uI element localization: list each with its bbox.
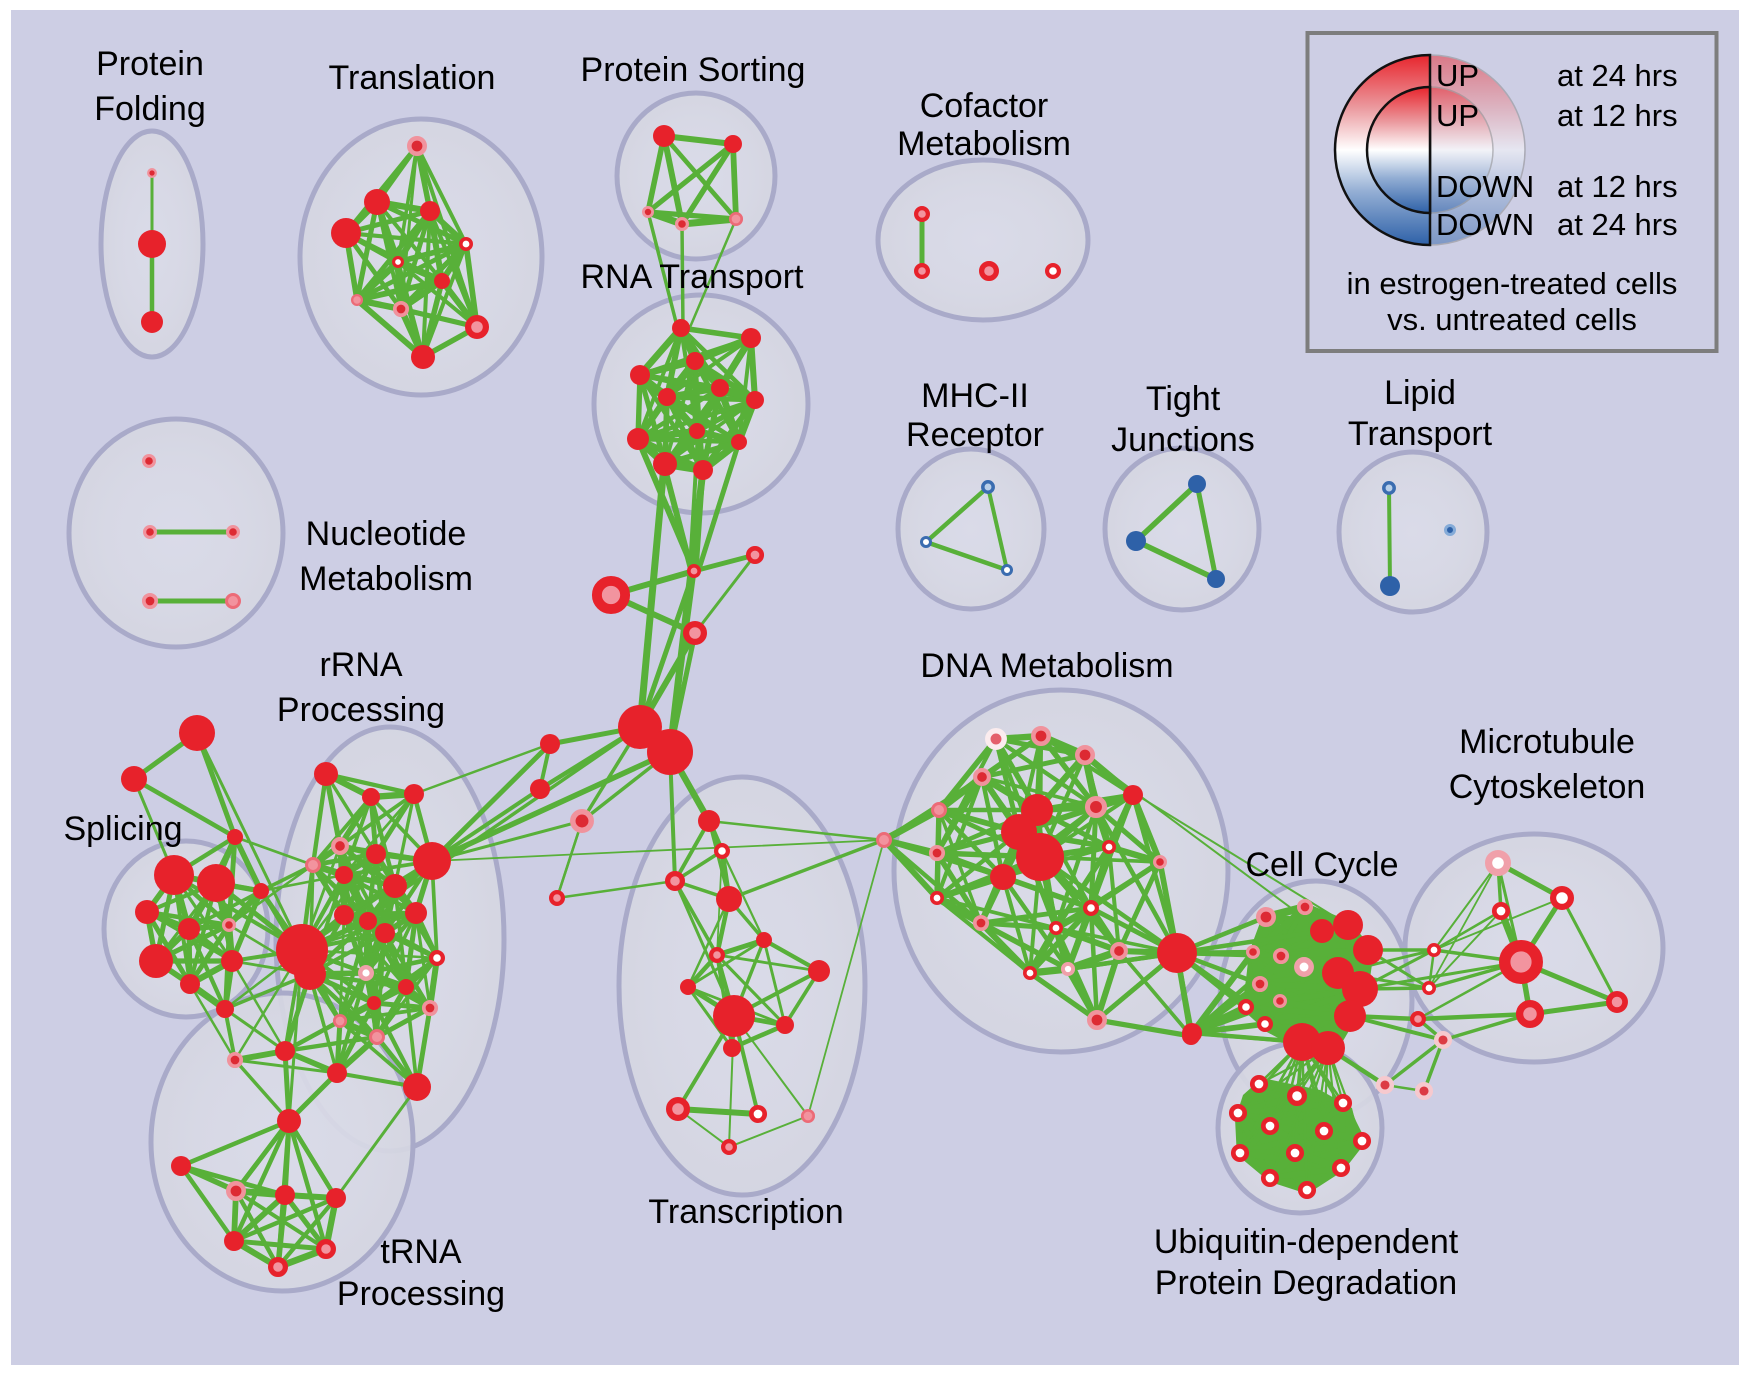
svg-text:Processing: Processing [277,691,445,729]
svg-text:UP: UP [1436,58,1479,93]
svg-text:Nucleotide: Nucleotide [306,515,467,553]
svg-text:RNA Transport: RNA Transport [581,258,805,296]
svg-text:at 12 hrs: at 12 hrs [1557,169,1678,204]
svg-text:Folding: Folding [94,90,206,128]
svg-text:Transport: Transport [1348,415,1493,453]
svg-text:DOWN: DOWN [1436,207,1534,242]
svg-text:Cofactor: Cofactor [920,87,1049,125]
svg-text:rRNA: rRNA [319,646,402,684]
svg-text:Lipid: Lipid [1384,374,1456,412]
svg-text:Ubiquitin-dependent: Ubiquitin-dependent [1154,1223,1459,1261]
svg-text:Receptor: Receptor [906,416,1044,454]
svg-text:tRNA: tRNA [380,1233,462,1271]
svg-text:Processing: Processing [337,1275,505,1313]
svg-text:Transcription: Transcription [648,1193,843,1231]
svg-text:Tight: Tight [1146,380,1221,418]
svg-text:Protein Degradation: Protein Degradation [1155,1264,1457,1302]
svg-text:Cytoskeleton: Cytoskeleton [1449,768,1646,806]
svg-text:at 12 hrs: at 12 hrs [1557,98,1678,133]
svg-text:vs. untreated cells: vs. untreated cells [1387,302,1637,337]
svg-text:at 24 hrs: at 24 hrs [1557,58,1678,93]
svg-text:DOWN: DOWN [1436,169,1534,204]
svg-text:Metabolism: Metabolism [299,560,473,598]
svg-text:DNA Metabolism: DNA Metabolism [920,647,1173,685]
svg-text:at 24 hrs: at 24 hrs [1557,207,1678,242]
svg-text:UP: UP [1436,98,1479,133]
svg-text:Metabolism: Metabolism [897,125,1071,163]
svg-text:Protein: Protein [96,45,204,83]
svg-text:Microtubule: Microtubule [1459,723,1635,761]
svg-text:Cell Cycle: Cell Cycle [1245,846,1398,884]
svg-text:in estrogen-treated cells: in estrogen-treated cells [1347,266,1678,301]
svg-text:Protein Sorting: Protein Sorting [581,51,806,89]
svg-text:Translation: Translation [329,59,496,97]
svg-text:MHC-II: MHC-II [921,377,1029,415]
svg-text:Junctions: Junctions [1111,421,1255,459]
svg-text:Splicing: Splicing [63,810,182,848]
